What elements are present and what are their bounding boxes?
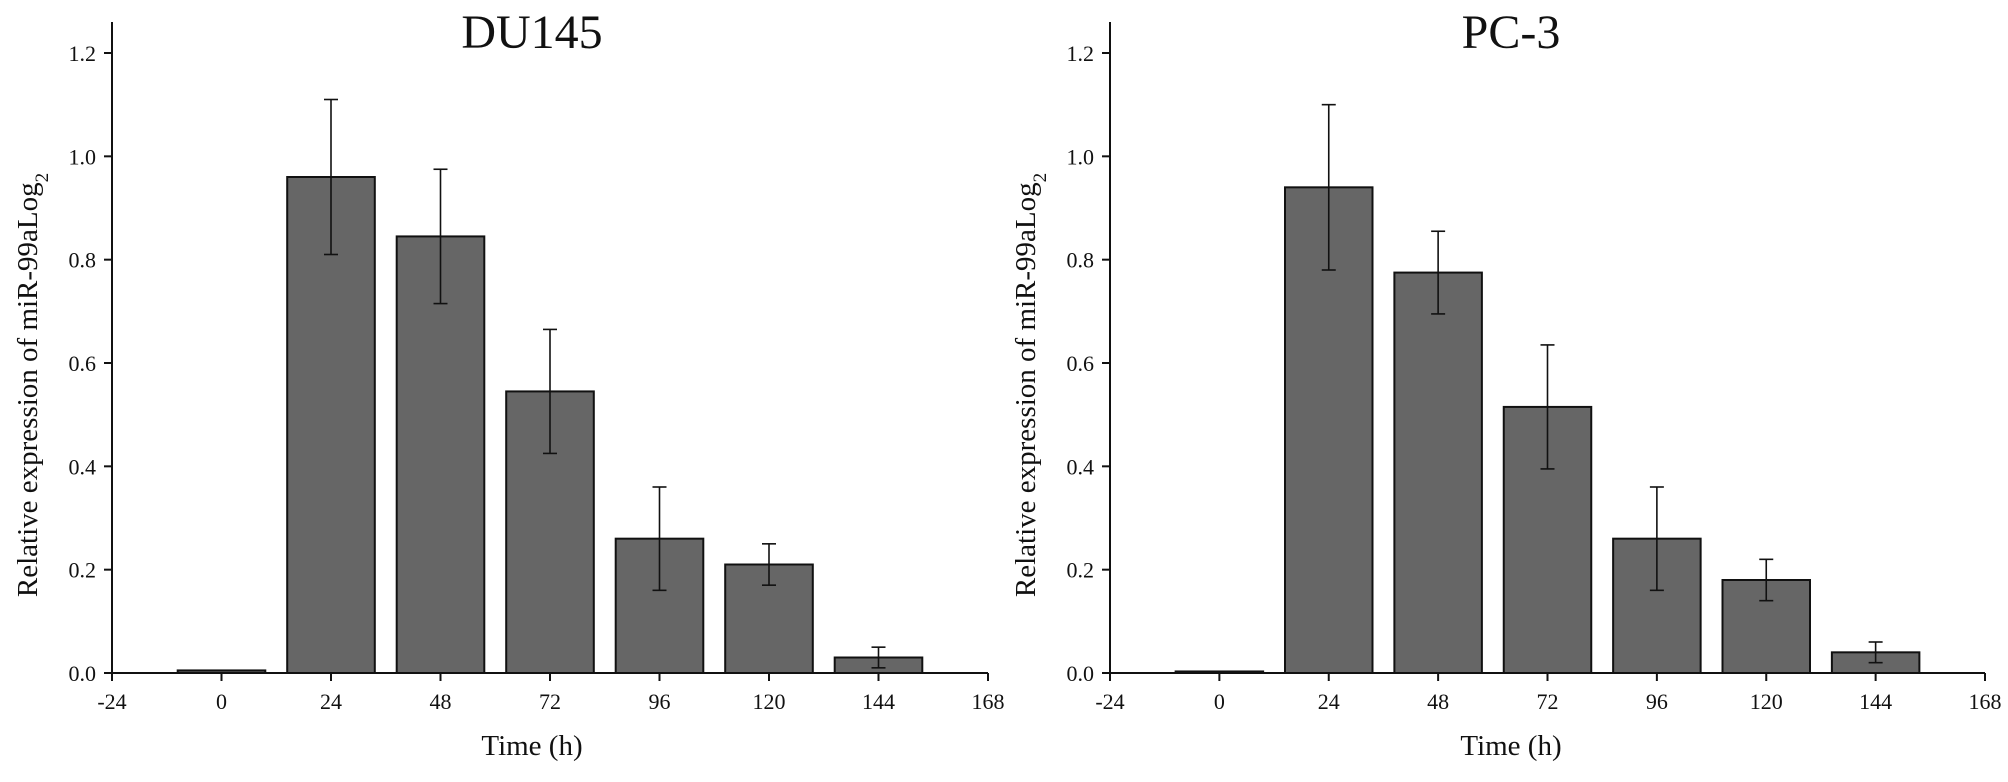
x-tick-label: 0 <box>216 689 227 714</box>
bar-t24 <box>286 176 376 674</box>
chart-title: PC-3 <box>1462 6 1561 59</box>
x-tick-label: 48 <box>1427 689 1449 714</box>
x-axis-label: Time (h) <box>1460 730 1561 762</box>
y-axis-label: Relative expression of miR-99aLog2 <box>1010 173 1051 597</box>
y-axis-label-main: Relative expression of miR-99aLog <box>1010 182 1042 597</box>
y-tick-label: 0.2 <box>1067 558 1095 583</box>
x-tick-label: 0 <box>1214 689 1225 714</box>
x-tick-label: 72 <box>1537 689 1559 714</box>
x-tick-label: 24 <box>1318 689 1340 714</box>
y-tick-label: 0.8 <box>1067 248 1095 273</box>
y-tick-label: 0.6 <box>1067 351 1095 376</box>
x-tick-label: 120 <box>753 689 786 714</box>
plot-area: 0.0 0.2 0.4 0.6 0.8 1.0 1.2 -24 0 24 48 72 96 120 144 1… <box>1067 22 2002 714</box>
x-tick-label: 168 <box>972 689 1005 714</box>
y-tick-label: 0.0 <box>1067 661 1095 686</box>
plot-area: 0.0 0.2 0.4 0.6 0.8 1.0 1.2 -24 0 24 48 72 96 120 144 1… <box>69 22 1005 714</box>
x-tick-label: -24 <box>1095 689 1124 714</box>
x-tick-label: 24 <box>320 689 342 714</box>
x-tick-label: -24 <box>97 689 126 714</box>
y-axis-label-subscript: 2 <box>1030 173 1051 183</box>
chart-title: DU145 <box>461 6 602 59</box>
bar-t48 <box>1393 271 1483 674</box>
x-tick-label: 48 <box>430 689 452 714</box>
chart-panel-du145: DU145 Time (h) Relative expression of mi… <box>12 6 1005 762</box>
y-tick-label: 0.2 <box>69 558 97 583</box>
y-tick-label: 0.4 <box>1067 454 1095 479</box>
y-tick-label: 1.2 <box>1067 41 1095 66</box>
y-axis-label: Relative expression of miR-99aLog2 <box>12 173 53 597</box>
y-tick-label: 0.0 <box>69 661 97 686</box>
y-tick-label: 1.0 <box>69 144 97 169</box>
x-tick-label: 120 <box>1750 689 1783 714</box>
x-axis-label: Time (h) <box>481 730 582 762</box>
y-tick-label: 1.2 <box>69 41 97 66</box>
y-tick-label: 0.8 <box>69 248 97 273</box>
x-tick-label: 144 <box>862 689 895 714</box>
y-tick-label: 0.6 <box>69 351 97 376</box>
y-tick-label: 0.4 <box>69 454 97 479</box>
x-tick-label: 168 <box>1969 689 2002 714</box>
y-axis-label-main: Relative expression of miR-99aLog <box>12 182 44 597</box>
x-tick-label: 96 <box>1646 689 1668 714</box>
y-axis-label-subscript: 2 <box>32 173 53 183</box>
x-tick-label: 96 <box>649 689 671 714</box>
y-tick-label: 1.0 <box>1067 144 1095 169</box>
chart-panel-pc3: PC-3 Time (h) Relative expression of miR… <box>1010 6 2002 762</box>
x-tick-label: 72 <box>539 689 561 714</box>
x-tick-label: 144 <box>1859 689 1892 714</box>
